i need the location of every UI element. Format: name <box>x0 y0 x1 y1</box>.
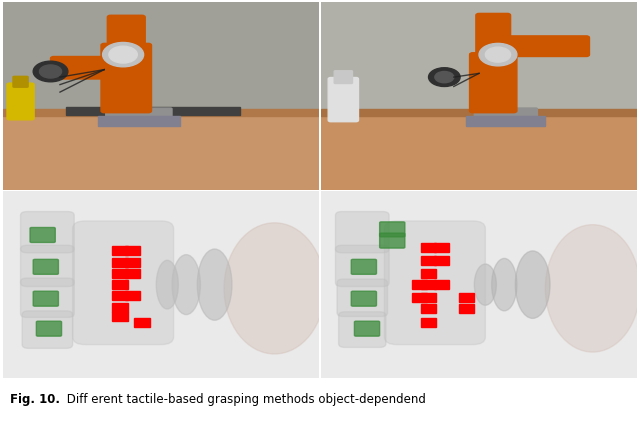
Bar <box>113 303 127 312</box>
Circle shape <box>479 43 517 66</box>
Bar <box>125 246 140 255</box>
Bar <box>321 111 637 190</box>
Bar <box>459 304 474 313</box>
FancyBboxPatch shape <box>72 221 173 345</box>
Ellipse shape <box>545 225 640 352</box>
FancyBboxPatch shape <box>328 78 358 122</box>
Bar <box>113 269 127 278</box>
FancyBboxPatch shape <box>20 278 74 317</box>
Ellipse shape <box>172 255 200 315</box>
Bar <box>433 280 449 289</box>
FancyBboxPatch shape <box>7 83 34 120</box>
Bar <box>321 109 637 116</box>
Bar <box>3 111 319 190</box>
FancyBboxPatch shape <box>108 15 145 60</box>
Circle shape <box>429 68 460 87</box>
Text: Fig. 10.: Fig. 10. <box>10 392 60 406</box>
Circle shape <box>102 42 143 67</box>
Bar <box>421 242 436 252</box>
Ellipse shape <box>515 251 550 318</box>
FancyBboxPatch shape <box>380 222 405 237</box>
FancyBboxPatch shape <box>339 312 386 347</box>
FancyBboxPatch shape <box>30 227 55 242</box>
Bar <box>421 280 436 289</box>
FancyBboxPatch shape <box>334 71 353 84</box>
FancyBboxPatch shape <box>20 245 74 287</box>
Bar <box>113 280 127 289</box>
Circle shape <box>435 71 454 83</box>
FancyBboxPatch shape <box>476 13 511 70</box>
Bar <box>321 2 637 111</box>
Bar <box>467 116 545 126</box>
Bar <box>125 291 140 301</box>
Bar <box>433 256 449 265</box>
FancyBboxPatch shape <box>36 321 61 336</box>
FancyBboxPatch shape <box>335 212 389 253</box>
Ellipse shape <box>474 264 497 305</box>
FancyBboxPatch shape <box>380 233 405 248</box>
FancyBboxPatch shape <box>33 259 58 275</box>
FancyBboxPatch shape <box>106 108 172 121</box>
Bar <box>412 293 427 302</box>
Ellipse shape <box>492 259 517 311</box>
Bar <box>433 242 449 252</box>
FancyBboxPatch shape <box>470 53 517 113</box>
Ellipse shape <box>156 260 179 309</box>
Bar <box>125 269 140 278</box>
Bar <box>125 258 140 267</box>
Bar <box>113 291 127 301</box>
Bar <box>134 318 150 326</box>
Bar <box>421 304 436 313</box>
Circle shape <box>485 47 511 62</box>
FancyBboxPatch shape <box>495 36 589 56</box>
Bar <box>113 258 127 267</box>
FancyBboxPatch shape <box>337 279 388 317</box>
Bar <box>459 293 474 302</box>
Bar <box>113 246 127 255</box>
Bar <box>421 318 436 326</box>
Bar <box>3 109 319 116</box>
Bar <box>67 107 240 115</box>
FancyBboxPatch shape <box>101 43 152 113</box>
Circle shape <box>40 65 61 78</box>
Bar <box>421 269 436 278</box>
Bar <box>3 2 319 111</box>
Ellipse shape <box>197 249 232 320</box>
Circle shape <box>33 61 68 82</box>
Circle shape <box>109 46 138 63</box>
Text: Diff erent tactile-based grasping methods object-dependend: Diff erent tactile-based grasping method… <box>63 392 426 406</box>
Bar <box>412 280 427 289</box>
FancyBboxPatch shape <box>351 291 376 306</box>
FancyBboxPatch shape <box>20 212 74 253</box>
FancyBboxPatch shape <box>355 321 380 336</box>
Bar <box>421 293 436 302</box>
Bar <box>113 312 127 321</box>
Bar <box>98 116 180 126</box>
FancyBboxPatch shape <box>51 56 126 79</box>
FancyBboxPatch shape <box>22 311 72 348</box>
FancyBboxPatch shape <box>474 108 538 121</box>
FancyBboxPatch shape <box>385 221 485 345</box>
FancyBboxPatch shape <box>33 291 58 306</box>
FancyBboxPatch shape <box>13 76 28 87</box>
Bar <box>421 256 436 265</box>
Ellipse shape <box>224 223 325 354</box>
FancyBboxPatch shape <box>335 245 389 287</box>
FancyBboxPatch shape <box>351 259 376 275</box>
